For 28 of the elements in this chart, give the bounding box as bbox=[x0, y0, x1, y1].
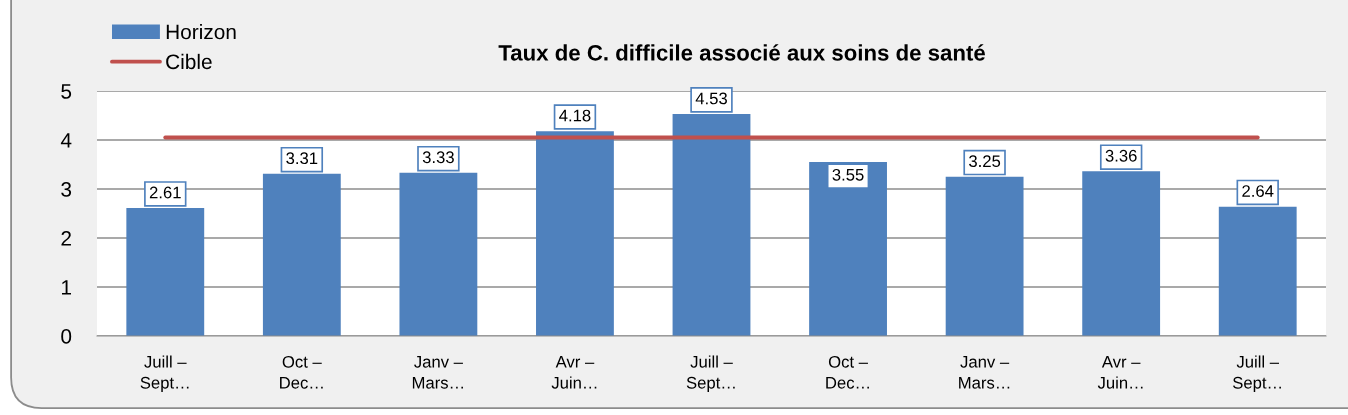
x-tick-label: Janv – Mars… bbox=[959, 356, 1010, 389]
data-label: 2.61 bbox=[149, 186, 181, 199]
data-label: 3.55 bbox=[832, 168, 864, 181]
bar bbox=[809, 162, 887, 336]
y-tick-label: 3 bbox=[61, 182, 72, 197]
legend-label: Horizon bbox=[166, 24, 236, 40]
x-tick-label: Juill – Sept… bbox=[686, 355, 735, 392]
data-label: 3.33 bbox=[422, 151, 454, 164]
chart-title: Taux de C. difficile associé aux soins de santé bbox=[498, 44, 985, 61]
y-tick-label: 1 bbox=[62, 280, 71, 295]
data-label: 3.25 bbox=[969, 155, 1001, 168]
x-tick-label: Avr – Juin… bbox=[1097, 356, 1143, 389]
y-tick-label: 0 bbox=[61, 329, 72, 344]
y-tick-label: 5 bbox=[61, 84, 72, 99]
x-tick-label: Janv – Mars… bbox=[412, 356, 463, 389]
legend-label: Cible bbox=[166, 53, 212, 70]
data-label: 2.64 bbox=[1242, 185, 1274, 197]
data-label: 3.36 bbox=[1105, 149, 1137, 162]
y-tick-label: 4 bbox=[60, 133, 72, 148]
data-label: 3.31 bbox=[286, 152, 318, 165]
x-tick-label: Juill – Sept… bbox=[140, 355, 189, 392]
x-tick-label: Avr – Juin… bbox=[551, 356, 597, 389]
data-label: 4.53 bbox=[695, 92, 727, 105]
x-tick-label: Oct – Dec… bbox=[280, 355, 323, 389]
x-tick-label: Oct – Dec… bbox=[826, 355, 869, 389]
data-label: 4.18 bbox=[559, 109, 591, 122]
y-tick-label: 2 bbox=[61, 231, 71, 246]
x-tick-label: Juill – Sept… bbox=[1233, 355, 1281, 392]
